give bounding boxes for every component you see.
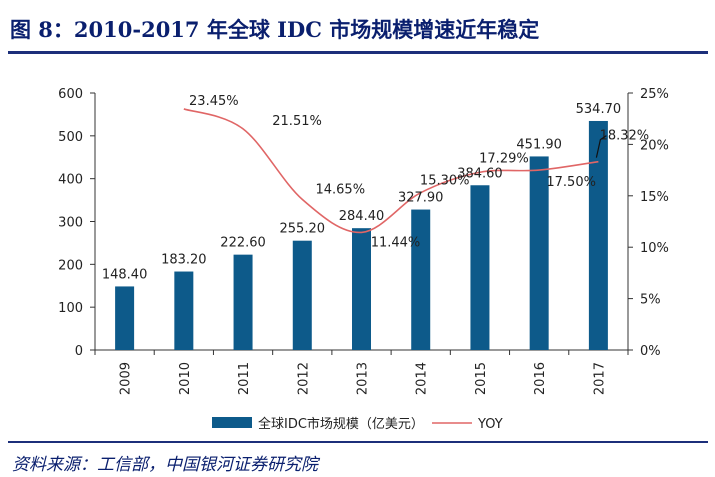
chart-legend: 全球IDC市场规模（亿美元） YOY	[212, 416, 503, 432]
left-tick-label: 200	[58, 258, 83, 273]
left-tick-label: 400	[58, 173, 83, 188]
yoy-value-label: 15.30%	[420, 174, 470, 189]
bar	[470, 185, 490, 350]
x-tick-label: 2013	[356, 362, 371, 395]
bar	[292, 240, 312, 350]
x-tick-label: 2010	[178, 362, 193, 395]
yoy-line	[183, 108, 599, 234]
x-tick-label: 2009	[119, 362, 134, 395]
legend-bar-label: 全球IDC市场规模（亿美元）	[258, 416, 424, 432]
right-tick-label: 15%	[640, 190, 669, 205]
right-tick-label: 20%	[640, 138, 669, 153]
source-note: 资料来源：工信部，中国银河证券研究院	[12, 455, 318, 475]
bar	[233, 254, 253, 350]
bar-value-label: 183.20	[161, 253, 207, 268]
bar-value-label: 148.40	[102, 267, 148, 282]
bar	[529, 156, 549, 350]
bar	[588, 120, 608, 350]
left-tick-label: 600	[58, 87, 83, 102]
title-divider	[8, 51, 708, 54]
yoy-value-label: 23.45%	[189, 94, 239, 109]
bar-value-label: 451.90	[516, 137, 562, 152]
yoy-line-series	[183, 108, 599, 234]
x-tick-label: 2011	[237, 362, 252, 395]
bar-value-label: 534.70	[576, 102, 622, 117]
right-tick-label: 0%	[640, 344, 661, 359]
bar-value-label: 284.40	[339, 209, 385, 224]
bar-value-label: 222.60	[220, 236, 266, 251]
source-divider	[8, 441, 708, 443]
x-tick-label: 2014	[415, 362, 430, 395]
bar-value-label: 384.60	[457, 166, 503, 181]
right-tick-label: 5%	[640, 293, 661, 308]
yoy-value-label: 14.65%	[315, 182, 365, 197]
yoy-value-label: 21.51%	[272, 114, 322, 129]
x-tick-label: 2012	[296, 362, 311, 395]
left-tick-label: 0	[75, 344, 83, 359]
bar-value-label: 327.90	[398, 191, 444, 206]
legend-line-label: YOY	[477, 417, 503, 432]
x-tick-label: 2017	[592, 362, 607, 395]
x-tick-label: 2015	[474, 362, 489, 395]
data-labels: 148.40 183.20 222.60 255.20 284.40 327.90 384.…	[102, 94, 649, 283]
yoy-callout-leader	[595, 135, 607, 158]
left-tick-label: 100	[58, 301, 83, 316]
legend-bar-swatch	[212, 417, 252, 428]
bar	[174, 271, 194, 350]
left-tick-label: 300	[58, 216, 83, 231]
bar-series	[115, 120, 608, 350]
left-tick-label: 500	[58, 130, 83, 145]
bar-value-label: 255.20	[280, 222, 326, 237]
bar	[411, 209, 431, 350]
yoy-value-label: 17.50%	[546, 175, 596, 190]
bar	[115, 286, 135, 350]
bar	[352, 228, 371, 350]
page-title: 图 8：2010-2017 年全球 IDC 市场规模增速近年稳定	[10, 17, 540, 42]
yoy-value-label: 11.44%	[371, 235, 421, 250]
yoy-value-label: 17.29%	[479, 151, 529, 166]
right-tick-label: 10%	[640, 241, 669, 256]
right-tick-label: 25%	[640, 87, 669, 102]
yoy-value-label: 18.32%	[600, 129, 650, 144]
x-tick-label: 2016	[533, 362, 548, 395]
